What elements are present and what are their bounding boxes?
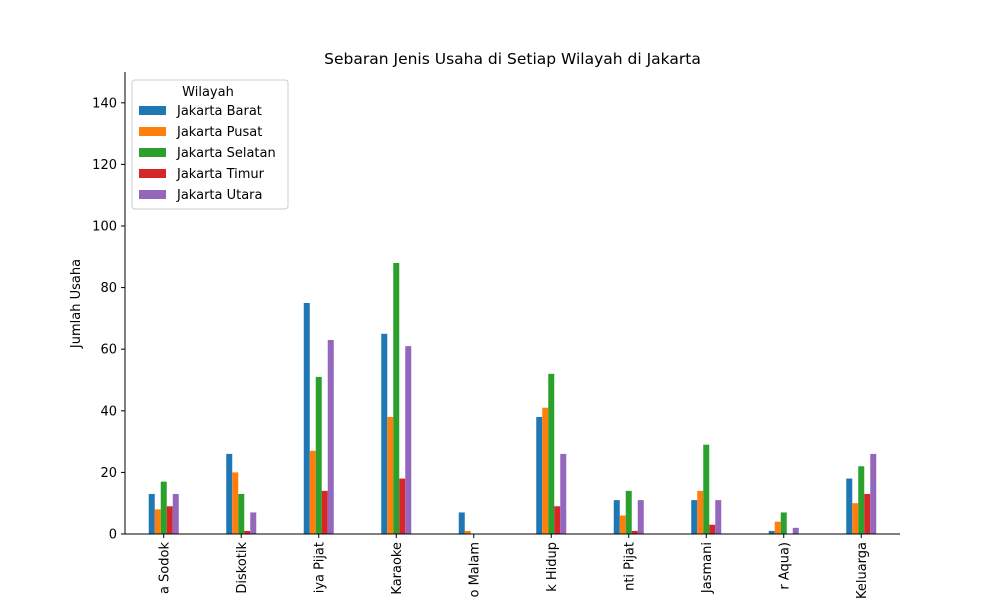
bars-layer (148, 262, 877, 534)
legend-label: Jakarta Timur (176, 167, 265, 182)
legend-label: Jakarta Selatan (176, 146, 276, 161)
bar (458, 512, 465, 534)
bar (309, 450, 316, 534)
bar (697, 490, 704, 534)
bar (387, 416, 394, 534)
bar (238, 493, 245, 534)
bar (148, 493, 155, 534)
legend-swatch (139, 106, 166, 115)
bar (327, 339, 334, 534)
bar (619, 515, 626, 534)
legend-label: Jakarta Utara (176, 188, 263, 203)
bar (536, 416, 543, 534)
y-tick-label: 40 (100, 404, 117, 419)
bar (709, 524, 716, 534)
legend-swatch (139, 127, 166, 136)
bar (548, 373, 555, 534)
bar (554, 506, 561, 534)
x-tick-label: iya Pijat (312, 542, 327, 593)
axes-layer: 0 20 40 60 80 100 120 140 a Sodok Diskotik iya Pij… (92, 72, 900, 599)
bar (631, 530, 638, 534)
bar (399, 478, 406, 534)
bar (703, 444, 710, 534)
x-tick-label: Diskotik (235, 542, 250, 594)
y-tick-label: 0 (109, 528, 117, 543)
bar (691, 500, 698, 534)
bar (792, 527, 799, 534)
bar (166, 506, 173, 534)
x-tick-label: a Sodok (157, 542, 172, 595)
legend-swatch (139, 148, 166, 157)
y-tick-label: 120 (92, 158, 117, 173)
bar (303, 303, 310, 534)
legend-box (131, 79, 289, 210)
bar (870, 453, 877, 534)
legend-label: Jakarta Barat (176, 104, 262, 119)
bar (768, 530, 775, 534)
bar (160, 481, 167, 534)
x-tick-label: nti Pijat (622, 542, 637, 591)
chart-title: Sebaran Jenis Usaha di Setiap Wilayah di… (324, 50, 701, 68)
x-tick-label: Keluarga (855, 542, 870, 599)
legend-swatch (139, 169, 166, 178)
bar (864, 493, 871, 534)
y-tick-label: 140 (92, 96, 117, 111)
legend: Wilayah Jakarta Barat Jakarta Pusat Jakarta… (131, 79, 289, 210)
x-tick-label: k Hidup (545, 542, 560, 592)
y-tick-label: 100 (92, 220, 117, 235)
legend-title: Wilayah (182, 85, 234, 100)
x-tick-label: o Malam (467, 542, 482, 598)
bar (226, 453, 233, 534)
y-tick-label: 60 (100, 343, 117, 358)
bar (613, 500, 620, 534)
bar (637, 500, 644, 534)
bar (250, 512, 257, 534)
bar (542, 407, 549, 534)
y-axis-label: Jumlah Usaha (69, 259, 84, 349)
bar (405, 346, 412, 534)
x-tick-label: r Aqua) (777, 542, 792, 590)
legend-swatch (139, 190, 166, 199)
bar (393, 262, 400, 534)
bar (774, 521, 781, 534)
bar (232, 472, 239, 534)
bar (154, 509, 161, 534)
bar (560, 453, 567, 534)
y-tick-label: 20 (100, 466, 117, 481)
bar (858, 466, 865, 534)
bar (172, 493, 179, 534)
bar (464, 530, 471, 534)
bar (244, 530, 251, 534)
bar (315, 376, 322, 534)
bar (852, 503, 859, 534)
x-tick-label: Jasmani (700, 542, 715, 594)
bar (381, 333, 388, 534)
y-tick-label: 80 (100, 281, 117, 296)
legend-label: Jakarta Pusat (176, 125, 262, 140)
bar (780, 512, 787, 534)
bar (846, 478, 853, 534)
bar (715, 500, 722, 534)
x-tick-label: Karaoke (390, 542, 405, 595)
bar (625, 490, 632, 534)
bar (321, 490, 328, 534)
